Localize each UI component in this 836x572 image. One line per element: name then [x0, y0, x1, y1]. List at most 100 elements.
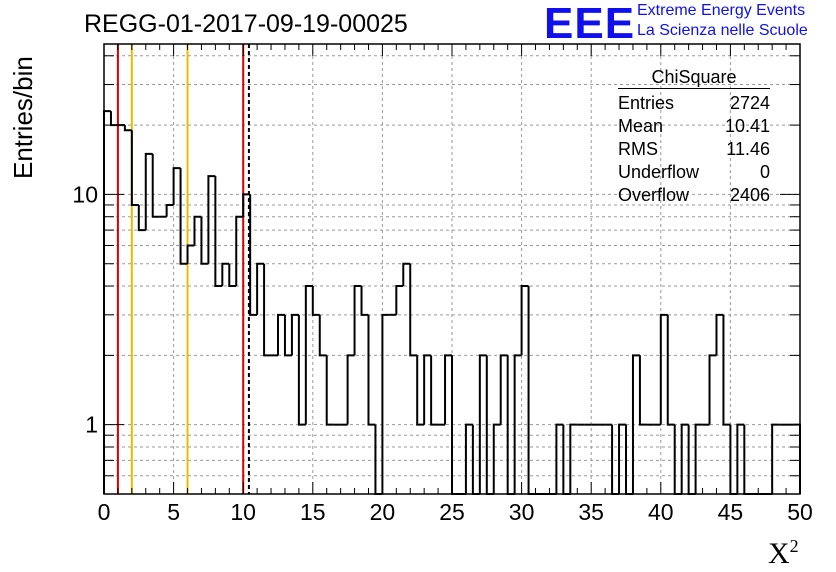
- stats-value: 11.46: [726, 139, 770, 159]
- histogram-bin: [221, 262, 230, 287]
- histogram-bin: [402, 262, 411, 287]
- stats-label: Entries: [618, 93, 675, 113]
- histogram-bin: [416, 355, 425, 426]
- run-title: REGG-01-2017-09-19-00025: [84, 10, 408, 38]
- histogram-bin: [708, 354, 717, 425]
- histogram-bin: [172, 167, 181, 205]
- logo-tagline-2: La Scienza nelle Scuole: [637, 22, 808, 39]
- histogram-bin: [214, 176, 223, 288]
- stats-title: ChiSquare: [618, 66, 770, 89]
- histogram-bin: [235, 215, 244, 287]
- x-axis-label-superscript: 2: [789, 536, 799, 556]
- histogram-bin: [499, 354, 508, 425]
- histogram-bin: [423, 354, 432, 425]
- histogram-bin: [179, 168, 188, 265]
- histogram-bin: [228, 263, 237, 288]
- eee-logo: EEE: [544, 0, 636, 48]
- stats-value: 2724: [729, 93, 770, 113]
- histogram-bin: [256, 262, 265, 315]
- stats-row: Entries 2724: [610, 92, 778, 115]
- histogram-bin: [109, 111, 118, 127]
- histogram-bin: [130, 130, 139, 206]
- histogram-bin: [325, 355, 334, 426]
- histogram-bin: [395, 285, 404, 315]
- histogram-bin: [186, 244, 195, 264]
- histogram-bin: [771, 423, 780, 494]
- histogram-bin: [200, 216, 209, 265]
- histogram-bin: [297, 314, 306, 426]
- histogram-bin: [631, 354, 640, 494]
- x-axis-label-base: X: [768, 537, 790, 570]
- histogram-bin: [263, 263, 272, 357]
- histogram-bin: [694, 423, 703, 494]
- histogram-bin: [242, 193, 251, 217]
- histogram-bin: [736, 423, 745, 494]
- x-tick-label: 20: [370, 499, 396, 525]
- histogram-bin: [144, 152, 153, 231]
- stats-label: Underflow: [618, 162, 700, 182]
- histogram-bin: [207, 175, 216, 264]
- y-tick-label: 1: [85, 412, 98, 438]
- histogram-bin: [555, 423, 564, 494]
- x-tick-label: 25: [439, 499, 465, 525]
- histogram-bin: [165, 203, 174, 217]
- stats-value: 10.41: [724, 116, 770, 136]
- histogram-bin: [520, 285, 529, 356]
- stats-value: 0: [759, 162, 770, 182]
- stats-value: 2406: [729, 185, 770, 205]
- histogram-bin: [513, 354, 522, 494]
- logo-tagline-1: Extreme Energy Events: [637, 2, 806, 19]
- histogram-bin: [367, 314, 376, 426]
- histogram-bin: [353, 285, 362, 356]
- x-tick-label: 0: [98, 499, 111, 525]
- y-axis-label: Entries/bin: [8, 56, 38, 179]
- histogram-bin: [123, 125, 132, 132]
- x-tick-label: 40: [648, 499, 674, 525]
- histogram-bin: [277, 313, 285, 356]
- stats-row: Mean 10.41: [610, 115, 778, 138]
- x-tick-label: 15: [300, 499, 326, 525]
- histogram-bin: [680, 423, 689, 494]
- histogram-bin: [715, 313, 724, 356]
- histogram-bin: [103, 110, 111, 494]
- x-tick-label: 5: [167, 499, 180, 525]
- y-tick-label: 10: [72, 181, 98, 207]
- x-tick-label: 30: [509, 499, 535, 525]
- histogram-bin: [346, 354, 355, 425]
- histogram-bin: [444, 354, 452, 425]
- axes: 0 5 10 15 20 25 30 35 40 45 50 1 10: [72, 43, 813, 525]
- histogram-bin: [409, 263, 418, 357]
- x-tick-label: 35: [578, 499, 604, 525]
- x-tick-label: 10: [230, 499, 256, 525]
- histogram-bin: [151, 153, 160, 218]
- histogram-bin: [360, 286, 369, 316]
- histogram-bin: [569, 423, 578, 494]
- histogram-bin: [311, 286, 320, 316]
- histogram-bin: [381, 313, 390, 494]
- histogram-bin: [492, 423, 501, 494]
- histogram-bin: [290, 313, 299, 356]
- stats-row: Overflow 2406: [610, 184, 778, 207]
- histogram-bin: [193, 215, 202, 246]
- stats-label: Overflow: [618, 185, 690, 205]
- stats-row: Underflow 0: [610, 161, 778, 184]
- histogram-bin: [249, 194, 258, 316]
- histogram-bin: [618, 423, 626, 494]
- histogram-bin: [464, 423, 473, 494]
- histogram-bin: [304, 285, 313, 425]
- histogram-bin: [527, 286, 536, 495]
- histogram-bin: [430, 355, 439, 426]
- histogram-bin: [659, 313, 668, 425]
- histogram-bin: [666, 314, 675, 426]
- histogram-bin: [722, 314, 731, 426]
- stats-label: RMS: [618, 139, 658, 159]
- histogram-bin: [283, 314, 292, 357]
- stats-box: ChiSquare Entries 2724 Mean 10.41 RMS 11.46…: [610, 66, 778, 207]
- reference-lines: [116, 44, 250, 494]
- histogram-bin: [478, 354, 487, 494]
- x-tick-label: 50: [787, 499, 813, 525]
- stats-label: Mean: [618, 116, 664, 136]
- stats-row: RMS 11.46: [610, 138, 778, 161]
- x-tick-label: 45: [718, 499, 744, 525]
